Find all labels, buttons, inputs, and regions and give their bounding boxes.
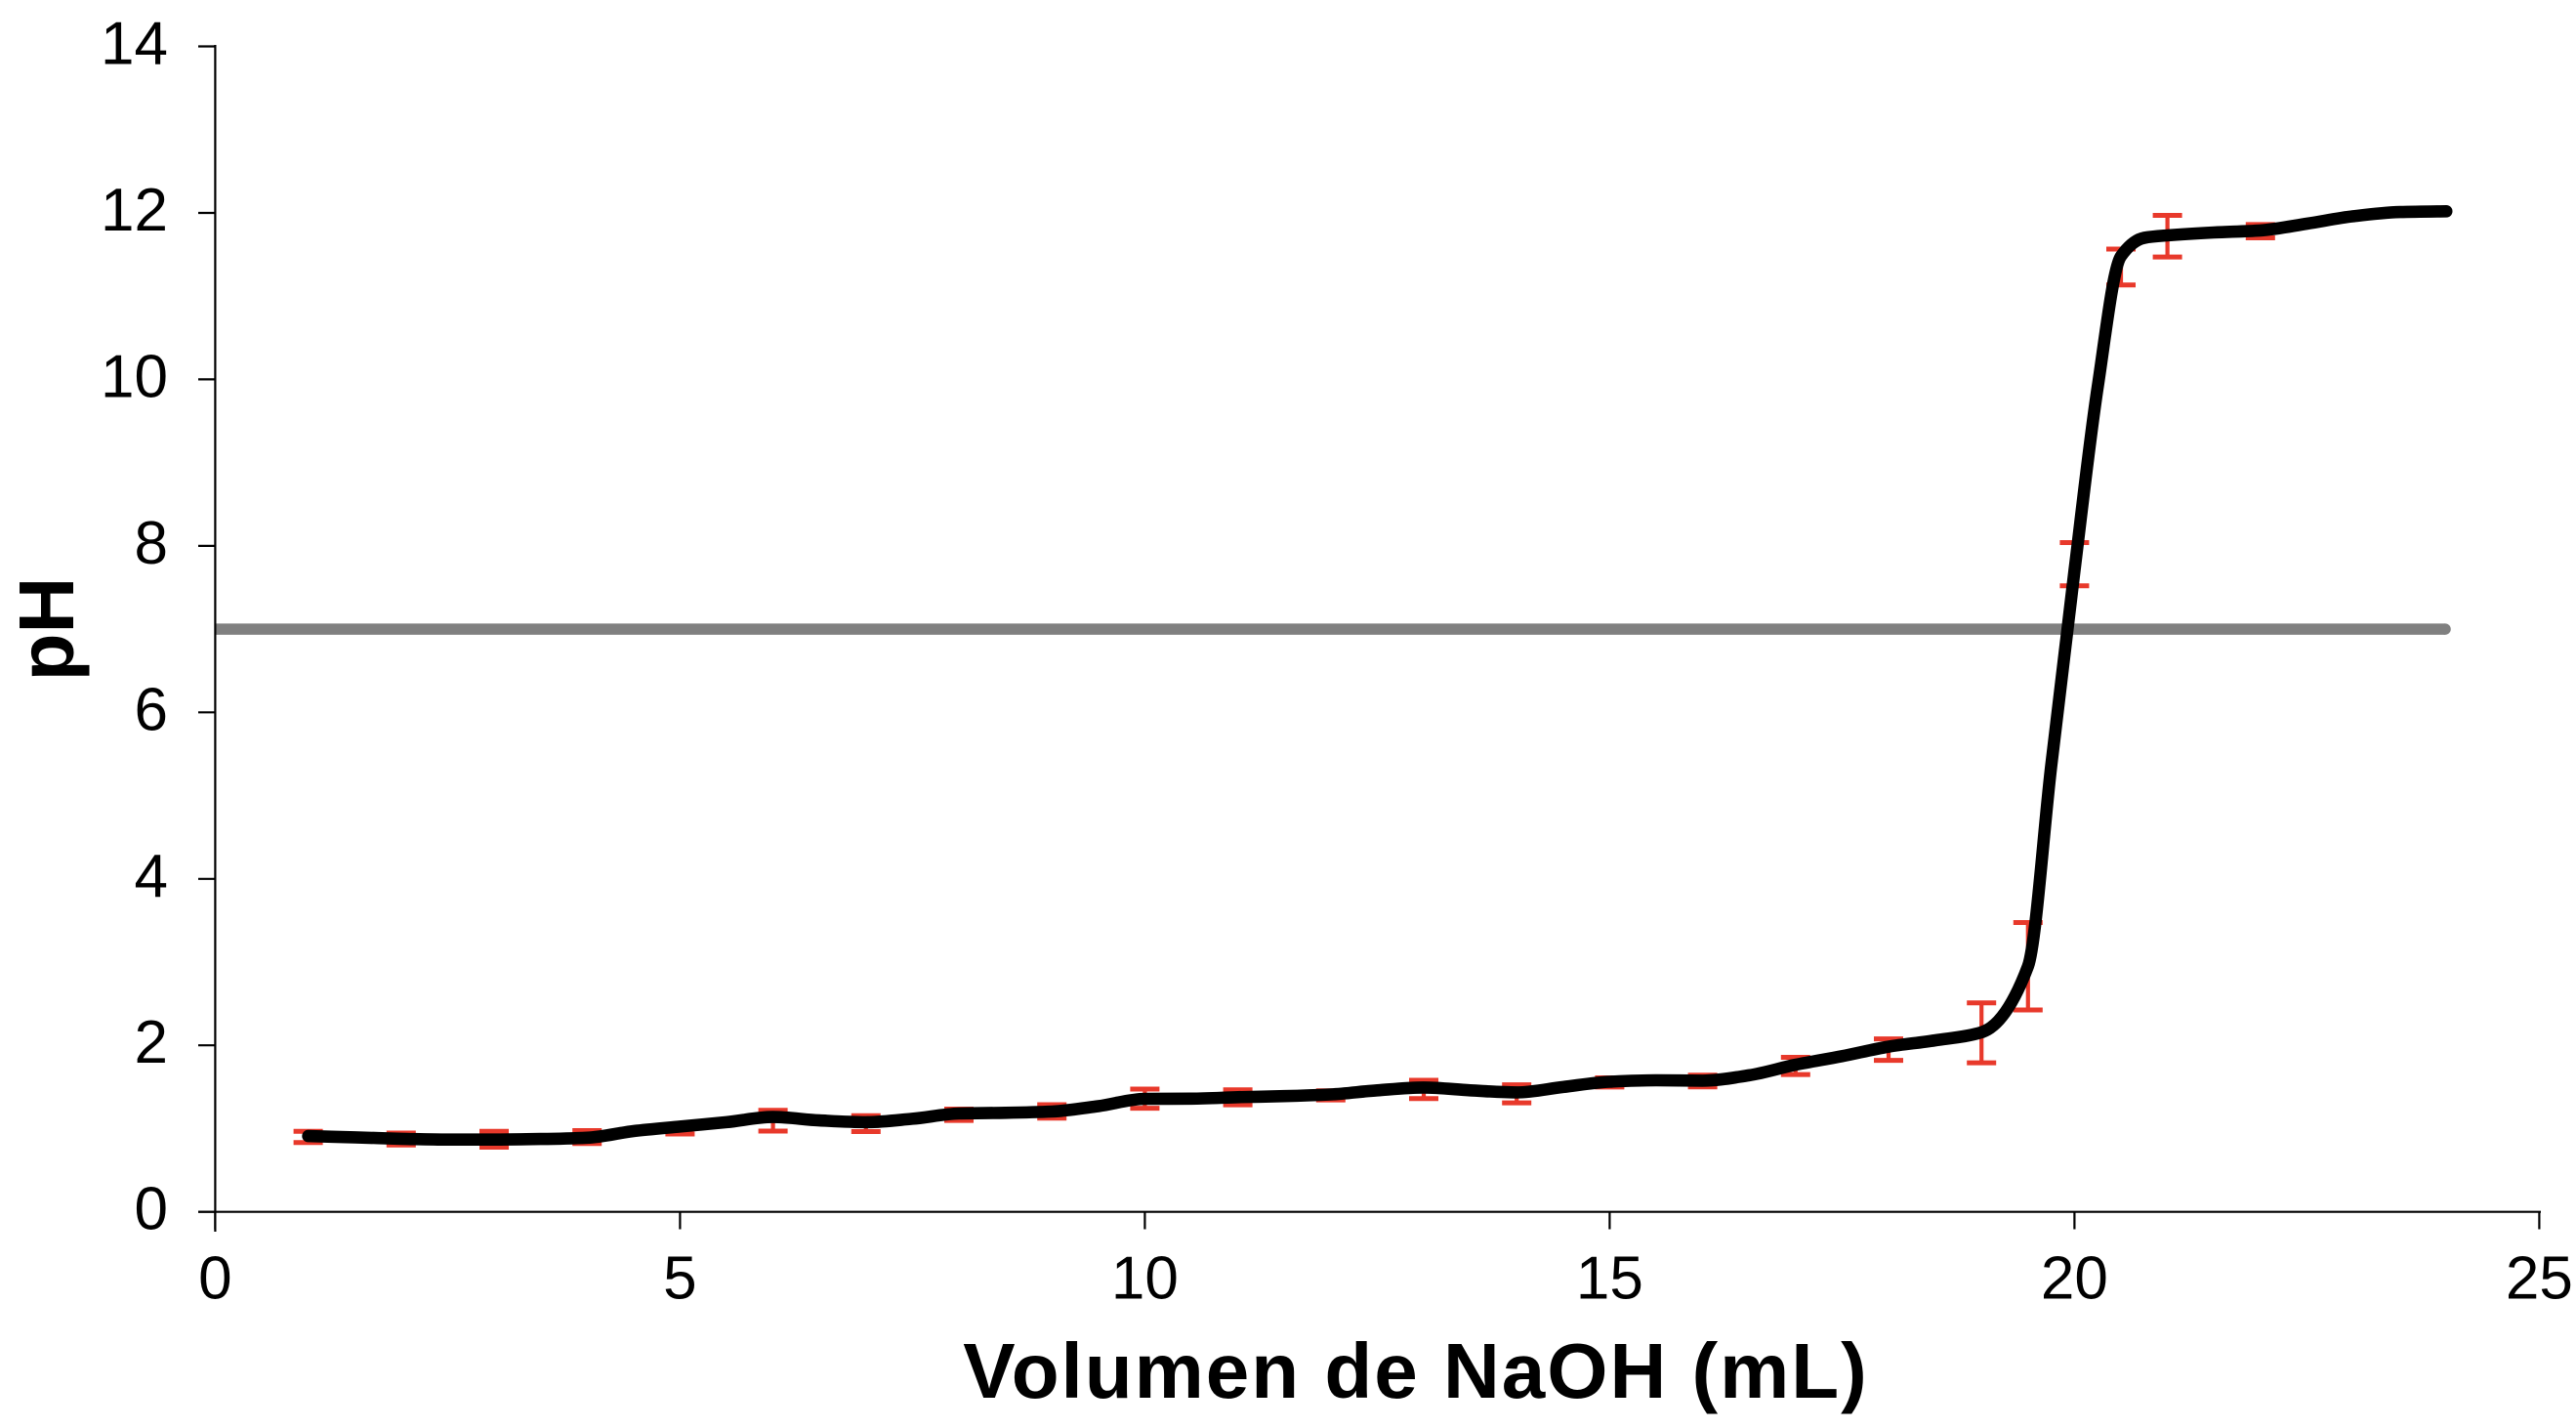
svg-text:14: 14 [101,11,168,78]
svg-text:0: 0 [135,1176,168,1243]
svg-text:5: 5 [663,1245,696,1313]
svg-text:10: 10 [1111,1245,1179,1313]
svg-text:12: 12 [101,177,168,244]
svg-text:25: 25 [2506,1245,2573,1313]
svg-text:8: 8 [135,510,168,577]
svg-text:pH: pH [3,577,90,682]
svg-text:10: 10 [101,343,168,410]
svg-text:20: 20 [2041,1245,2108,1313]
svg-text:4: 4 [135,843,168,910]
svg-text:6: 6 [135,676,168,743]
svg-text:2: 2 [135,1009,168,1076]
svg-text:0: 0 [198,1245,231,1313]
svg-text:15: 15 [1576,1245,1643,1313]
svg-text:Volumen de NaOH (mL): Volumen de NaOH (mL) [963,1327,1868,1414]
